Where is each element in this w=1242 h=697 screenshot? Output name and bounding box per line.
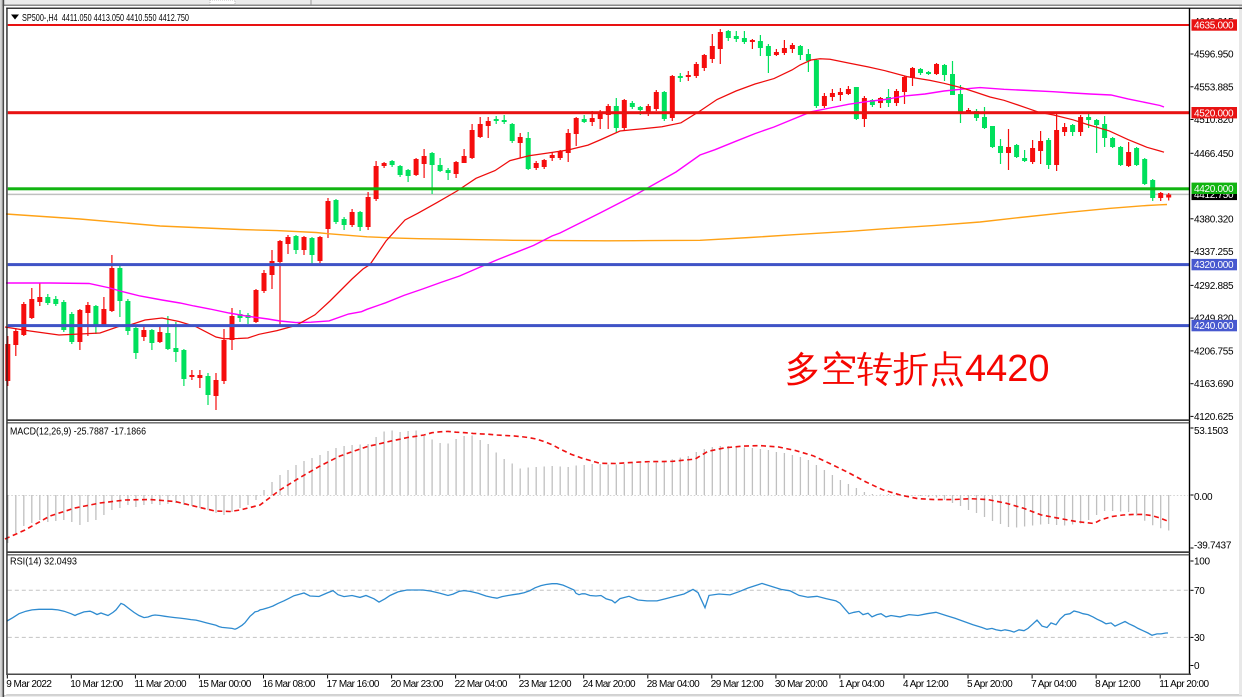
svg-text:4420: 4420 bbox=[965, 348, 1050, 390]
svg-text:RSI(14) 32.0493: RSI(14) 32.0493 bbox=[10, 557, 77, 568]
svg-text:5 Apr 20:00: 5 Apr 20:00 bbox=[967, 679, 1013, 690]
svg-text:11 Apr 20:00: 11 Apr 20:00 bbox=[1159, 679, 1209, 690]
svg-text:4510.820: 4510.820 bbox=[1194, 115, 1234, 126]
svg-text:0: 0 bbox=[1194, 661, 1200, 672]
svg-text:16 Mar 08:00: 16 Mar 08:00 bbox=[263, 679, 316, 690]
svg-text:11 Mar 20:00: 11 Mar 20:00 bbox=[134, 679, 187, 690]
svg-text:10 Mar 12:00: 10 Mar 12:00 bbox=[70, 679, 123, 690]
svg-text:4337.255: 4337.255 bbox=[1194, 247, 1234, 258]
svg-text:4520.000: 4520.000 bbox=[1194, 108, 1234, 119]
svg-text:SP500-,H4 4411.050 4413.050 4: SP500-,H4 4411.050 4413.050 4410.550 441… bbox=[22, 12, 189, 24]
svg-text:4420.000: 4420.000 bbox=[1194, 184, 1234, 195]
svg-text:4412.750: 4412.750 bbox=[1194, 190, 1234, 201]
svg-text:30: 30 bbox=[1194, 633, 1205, 644]
svg-text:7 Apr 04:00: 7 Apr 04:00 bbox=[1031, 679, 1077, 690]
svg-text:15 Mar 00:00: 15 Mar 00:00 bbox=[198, 679, 251, 690]
svg-text:4466.450: 4466.450 bbox=[1194, 149, 1234, 160]
svg-text:29 Mar 12:00: 29 Mar 12:00 bbox=[711, 679, 764, 690]
svg-text:8 Apr 12:00: 8 Apr 12:00 bbox=[1095, 679, 1141, 690]
svg-text:4553.885: 4553.885 bbox=[1194, 82, 1234, 93]
svg-text:4596.950: 4596.950 bbox=[1194, 50, 1234, 61]
svg-text:23 Mar 12:00: 23 Mar 12:00 bbox=[519, 679, 572, 690]
svg-text:0.00: 0.00 bbox=[1194, 492, 1213, 503]
svg-text:53.1503: 53.1503 bbox=[1194, 426, 1229, 437]
svg-text:28 Mar 04:00: 28 Mar 04:00 bbox=[647, 679, 700, 690]
svg-text:30 Mar 20:00: 30 Mar 20:00 bbox=[775, 679, 828, 690]
svg-text:MACD(12,26,9) -25.7887 -17.186: MACD(12,26,9) -25.7887 -17.1866 bbox=[10, 427, 146, 438]
svg-text:4292.885: 4292.885 bbox=[1194, 281, 1234, 292]
svg-text:4249.820: 4249.820 bbox=[1194, 314, 1234, 325]
svg-text:4240.000: 4240.000 bbox=[1194, 321, 1234, 332]
svg-text:4206.755: 4206.755 bbox=[1194, 346, 1234, 357]
svg-text:20 Mar 23:00: 20 Mar 23:00 bbox=[391, 679, 444, 690]
svg-text:4320.000: 4320.000 bbox=[1194, 260, 1234, 271]
svg-text:70: 70 bbox=[1194, 586, 1205, 597]
svg-text:4163.690: 4163.690 bbox=[1194, 379, 1234, 390]
svg-text:1 Apr 04:00: 1 Apr 04:00 bbox=[839, 679, 885, 690]
svg-text:100: 100 bbox=[1194, 557, 1211, 568]
svg-text:4635.000: 4635.000 bbox=[1194, 21, 1234, 32]
svg-text:4380.320: 4380.320 bbox=[1194, 214, 1234, 225]
svg-text:-39.7437: -39.7437 bbox=[1194, 541, 1232, 552]
svg-text:9 Mar 2022: 9 Mar 2022 bbox=[6, 679, 52, 690]
svg-text:4 Apr 12:00: 4 Apr 12:00 bbox=[903, 679, 949, 690]
svg-text:24 Mar 20:00: 24 Mar 20:00 bbox=[583, 679, 636, 690]
svg-text:17 Mar 16:00: 17 Mar 16:00 bbox=[327, 679, 380, 690]
svg-text:22 Mar 04:00: 22 Mar 04:00 bbox=[455, 679, 508, 690]
svg-text:4120.625: 4120.625 bbox=[1194, 412, 1234, 423]
